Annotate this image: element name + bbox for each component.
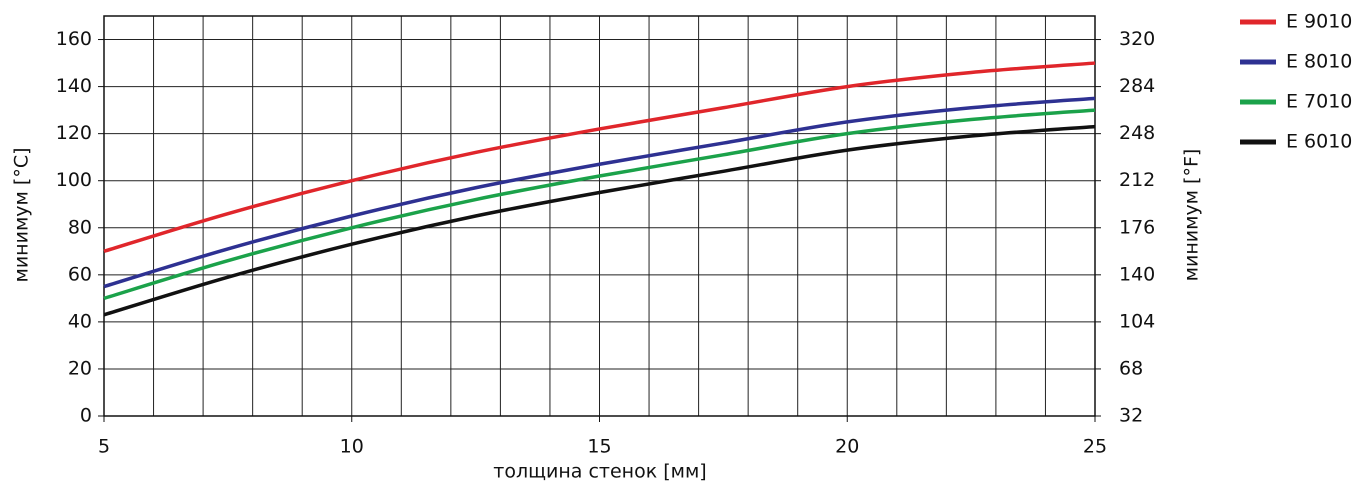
- y-tick-label: 20: [68, 357, 92, 379]
- series-line: [103, 96, 1096, 289]
- y2-tick-label: 212: [1119, 169, 1155, 191]
- x-tick-label: 5: [98, 436, 110, 458]
- y2-tick-label: 68: [1119, 357, 1143, 379]
- y-tick-label: 120: [56, 122, 92, 144]
- y2-tick-label: 248: [1119, 122, 1155, 144]
- legend-label: E 7010: [1286, 91, 1352, 113]
- y-tick-label: 140: [56, 75, 92, 97]
- y2-tick-label: 140: [1119, 263, 1155, 285]
- legend-label: E 8010: [1286, 51, 1352, 73]
- legend-label: E 9010: [1286, 11, 1352, 33]
- x-tick-label: 15: [587, 436, 611, 458]
- x-tick-label: 10: [340, 436, 364, 458]
- series-line: [103, 61, 1096, 253]
- y-tick-label: 40: [68, 310, 92, 332]
- y2-tick-label: 284: [1119, 75, 1155, 97]
- y-tick-label: 60: [68, 263, 92, 285]
- y-tick-label: 160: [56, 28, 92, 50]
- y-tick-label: 100: [56, 169, 92, 191]
- x-axis-label: толщина стенок [мм]: [493, 461, 706, 483]
- y2-tick-label: 32: [1119, 405, 1143, 427]
- y2-tick-label: 104: [1119, 310, 1155, 332]
- y-tick-label: 80: [68, 216, 92, 238]
- series-line: [103, 124, 1096, 317]
- series-line: [103, 108, 1096, 301]
- x-tick-label: 25: [1083, 436, 1107, 458]
- legend-label: E 6010: [1286, 131, 1352, 153]
- y-axis-label: минимум [°C]: [11, 148, 33, 283]
- y2-axis-label: минимум [°F]: [1181, 149, 1203, 282]
- y2-tick-label: 320: [1119, 28, 1155, 50]
- y-tick-label: 0: [80, 405, 92, 427]
- x-tick-label: 20: [835, 436, 859, 458]
- y2-tick-label: 176: [1119, 216, 1155, 238]
